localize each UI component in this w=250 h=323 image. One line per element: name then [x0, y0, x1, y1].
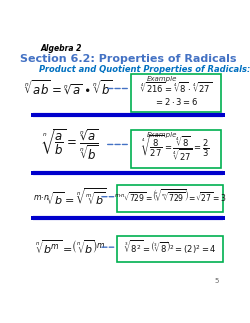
Text: $\sqrt[n]{b^m}=\!\left(\sqrt[n]{b}\right)^{\!m}$: $\sqrt[n]{b^m}=\!\left(\sqrt[n]{b}\right… [35, 238, 105, 256]
Text: Algebra 2: Algebra 2 [41, 45, 82, 54]
Text: $^{m{\cdot}n}\!\sqrt{b}=\sqrt[n]{\sqrt[m]{b}}$: $^{m{\cdot}n}\!\sqrt{b}=\sqrt[n]{\sqrt[m… [33, 186, 107, 207]
Text: $^{m{\cdot}n}\!\sqrt{729}=\!\left(\!\sqrt[n]{\sqrt[m]{729}}\right)\!=\!\sqrt{27}: $^{m{\cdot}n}\!\sqrt{729}=\!\left(\!\sqr… [114, 188, 227, 205]
Text: $\sqrt[n]{\dfrac{a}{b}}=\dfrac{\sqrt[n]{a}}{\sqrt[n]{b}}$: $\sqrt[n]{\dfrac{a}{b}}=\dfrac{\sqrt[n]{… [41, 127, 99, 162]
Text: 5: 5 [215, 278, 219, 285]
Text: $\sqrt[n]{ab}=\sqrt[n]{a}\bullet\sqrt[n]{b}$: $\sqrt[n]{ab}=\sqrt[n]{a}\bullet\sqrt[n]… [24, 79, 112, 98]
FancyBboxPatch shape [118, 236, 223, 262]
Text: $\sqrt[3]{8^2}=\!\left(\sqrt[3]{8}\right)^{\!2}=(2)^2=4$: $\sqrt[3]{8^2}=\!\left(\sqrt[3]{8}\right… [124, 238, 217, 256]
Text: Section 6.2: Properties of Radicals: Section 6.2: Properties of Radicals [20, 54, 236, 64]
Text: Product and Quotient Properties of Radicals:: Product and Quotient Properties of Radic… [39, 65, 250, 74]
Text: $=2\cdot 3=6$: $=2\cdot 3=6$ [154, 97, 198, 108]
FancyBboxPatch shape [118, 185, 223, 212]
FancyBboxPatch shape [131, 130, 221, 168]
Text: Example: Example [146, 76, 177, 82]
FancyBboxPatch shape [131, 74, 221, 112]
Text: $\sqrt[4]{216}=\sqrt[4]{8}\cdot\sqrt[4]{27}$: $\sqrt[4]{216}=\sqrt[4]{8}\cdot\sqrt[4]{… [140, 80, 212, 95]
Text: Example: Example [146, 132, 177, 138]
Text: $\sqrt[4]{\dfrac{8}{27}}=\dfrac{\sqrt[4]{8}}{\sqrt[4]{27}}=\dfrac{2}{3}$: $\sqrt[4]{\dfrac{8}{27}}=\dfrac{\sqrt[4]… [142, 134, 210, 163]
